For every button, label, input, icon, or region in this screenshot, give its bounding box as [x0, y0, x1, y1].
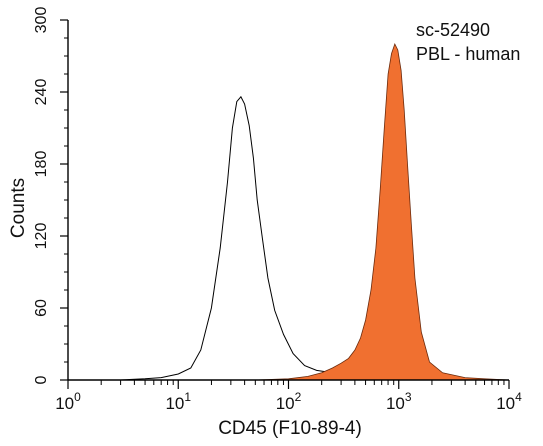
series-2-filled-histogram [68, 42, 510, 381]
y-tick-label: 60 [33, 299, 50, 317]
x-axis-title: CD45 (F10-89-4) [218, 418, 362, 439]
x-tick-label: 102 [276, 390, 302, 413]
series-1-outline-histogram [68, 95, 510, 381]
annotation-line-1: sc-52490 [416, 20, 490, 40]
series-layer [68, 42, 510, 381]
x-tick-label: 104 [496, 390, 522, 413]
y-tick-label: 240 [33, 79, 50, 106]
y-axis-title: Counts [8, 178, 29, 238]
y-tick-label: 180 [33, 151, 50, 178]
x-tick-label: 101 [165, 390, 191, 413]
x-tick-label: 100 [55, 390, 81, 413]
y-tick-label: 120 [33, 223, 50, 250]
axes-layer: 0 60 120 180 240 300 100 101 102 103 104 [33, 7, 522, 413]
annotation-line-2: PBL - human [416, 44, 520, 64]
y-tick-label: 300 [33, 7, 50, 34]
y-tick-label: 0 [33, 375, 50, 384]
x-tick-label: 103 [386, 390, 412, 413]
